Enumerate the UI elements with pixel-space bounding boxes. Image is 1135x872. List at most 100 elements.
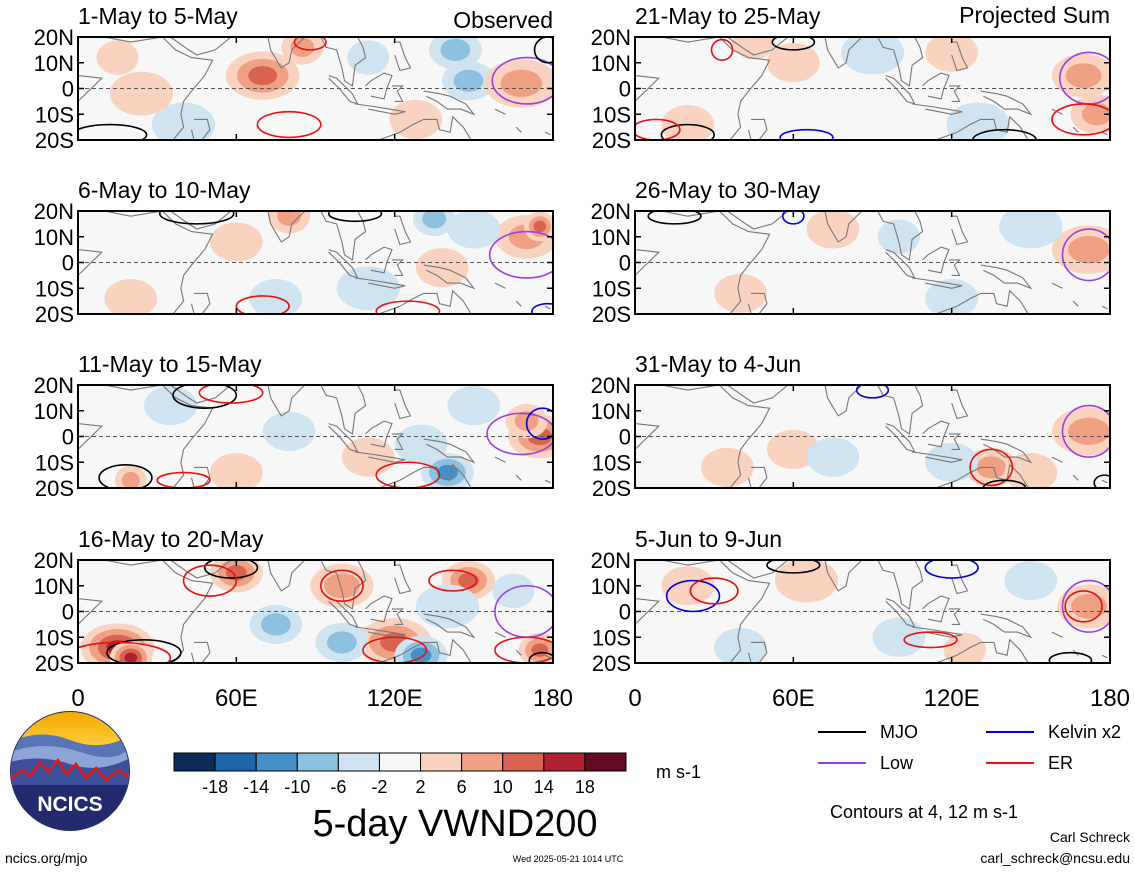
contour-kelvin-x2: [924, 560, 979, 579]
wind-anomaly-shading: [1070, 593, 1107, 619]
colorbar-label: -2: [371, 777, 387, 797]
x-tick-label: 180: [1090, 685, 1130, 712]
column-label-projected: Projected Sum: [959, 2, 1110, 28]
coastline: [912, 626, 963, 638]
y-tick-label: 20S: [592, 128, 631, 153]
coastline: [814, 560, 863, 592]
coastline: [949, 259, 961, 276]
coastline: [365, 246, 393, 274]
x-tick-label: 0: [628, 685, 641, 712]
contour-low: [486, 412, 553, 456]
coastline: [635, 385, 771, 488]
colorbar-swatch: [584, 752, 627, 772]
contour-er: [903, 631, 958, 649]
x-tick-label: 180: [533, 685, 573, 712]
contour-er: [319, 569, 364, 602]
panel-title: 26-May to 30-May: [635, 177, 821, 203]
y-tick-label: 0: [619, 425, 631, 450]
y-tick-label: 0: [619, 77, 631, 102]
coastline: [951, 215, 969, 246]
coastline: [378, 638, 472, 663]
y-tick-label: 10S: [35, 276, 74, 301]
contour-mjo: [106, 639, 182, 663]
x-tick-label: 120E: [924, 685, 980, 712]
contour-mjo: [1093, 474, 1110, 488]
coastline: [935, 115, 1029, 140]
wind-anomaly-shading: [806, 211, 860, 249]
contour-kelvin-x2: [855, 385, 890, 399]
contour-kelvin-x2: [525, 407, 553, 440]
coastline: [355, 277, 406, 289]
colorbar: -18 -14 -10 -6 -2 2 6 10 14 18: [173, 752, 627, 797]
colorbar-swatch: [296, 752, 339, 772]
wind-anomaly-shading: [766, 429, 820, 469]
coastline: [320, 385, 367, 435]
y-tick-label: 20N: [591, 373, 631, 398]
y-tick-label: 10S: [35, 625, 74, 650]
contour-kelvin-x2: [779, 128, 834, 140]
y-tick-label: 10N: [591, 574, 631, 599]
coastline: [363, 385, 366, 386]
contour-mjo: [327, 211, 383, 223]
wind-anomaly-shading: [347, 40, 390, 75]
y-tick-label: 10S: [35, 450, 74, 475]
wind-anomaly-shading: [1004, 452, 1058, 488]
wind-anomaly-shading: [714, 273, 767, 313]
coastline: [727, 37, 789, 56]
y-tick-label: 10S: [592, 625, 631, 650]
coastline: [170, 37, 232, 56]
wind-anomaly-shading: [124, 652, 138, 663]
contour-mjo: [647, 211, 702, 225]
wind-anomaly-shading: [1004, 561, 1058, 601]
coastline: [949, 608, 961, 625]
coastline: [922, 246, 950, 274]
y-tick-label: 20N: [34, 548, 74, 573]
coastline: [392, 608, 404, 625]
wind-anomaly-shading: [209, 452, 263, 488]
coastline: [922, 595, 950, 623]
author-email: carl_schreck@ncsu.edu: [980, 850, 1130, 866]
wind-anomaly-shading: [151, 102, 216, 140]
y-tick-label: 20N: [591, 199, 631, 224]
coastline: [912, 277, 963, 289]
logo-text: NCICS: [37, 793, 102, 816]
wind-anomaly-shading: [872, 617, 926, 657]
coastline: [515, 300, 522, 307]
coastline: [544, 131, 551, 136]
legend-item: MJO: [818, 722, 918, 742]
panel-title: 5-Jun to 9-Jun: [635, 526, 782, 552]
coastline: [78, 37, 214, 140]
coastline: [814, 211, 863, 243]
coastline: [515, 474, 522, 481]
y-tick-label: 10N: [591, 51, 631, 76]
coastline: [951, 564, 969, 595]
coastline: [394, 564, 412, 595]
coastline: [190, 466, 211, 488]
coastline: [78, 560, 214, 663]
coastline: [912, 103, 963, 115]
y-tick-label: 20S: [35, 302, 74, 327]
wind-anomaly-shading: [732, 37, 775, 60]
y-tick-label: 10S: [35, 102, 74, 127]
y-tick-label: 20S: [592, 302, 631, 327]
wind-anomaly-shading: [389, 99, 443, 139]
colorbar-label: -6: [330, 777, 346, 797]
coastline: [980, 438, 1033, 464]
contour-kelvin-x2: [531, 302, 553, 314]
wind-anomaly-shading: [661, 566, 715, 606]
wind-anomaly-shading: [447, 386, 501, 426]
contour-er: [78, 641, 172, 663]
coastline: [363, 211, 366, 212]
coastline: [877, 385, 924, 435]
legend-label: ER: [1048, 753, 1073, 773]
figure-title: 5-day VWND200: [312, 803, 597, 845]
panel-title: 21-May to 25-May: [635, 3, 821, 29]
coastline: [363, 560, 366, 561]
